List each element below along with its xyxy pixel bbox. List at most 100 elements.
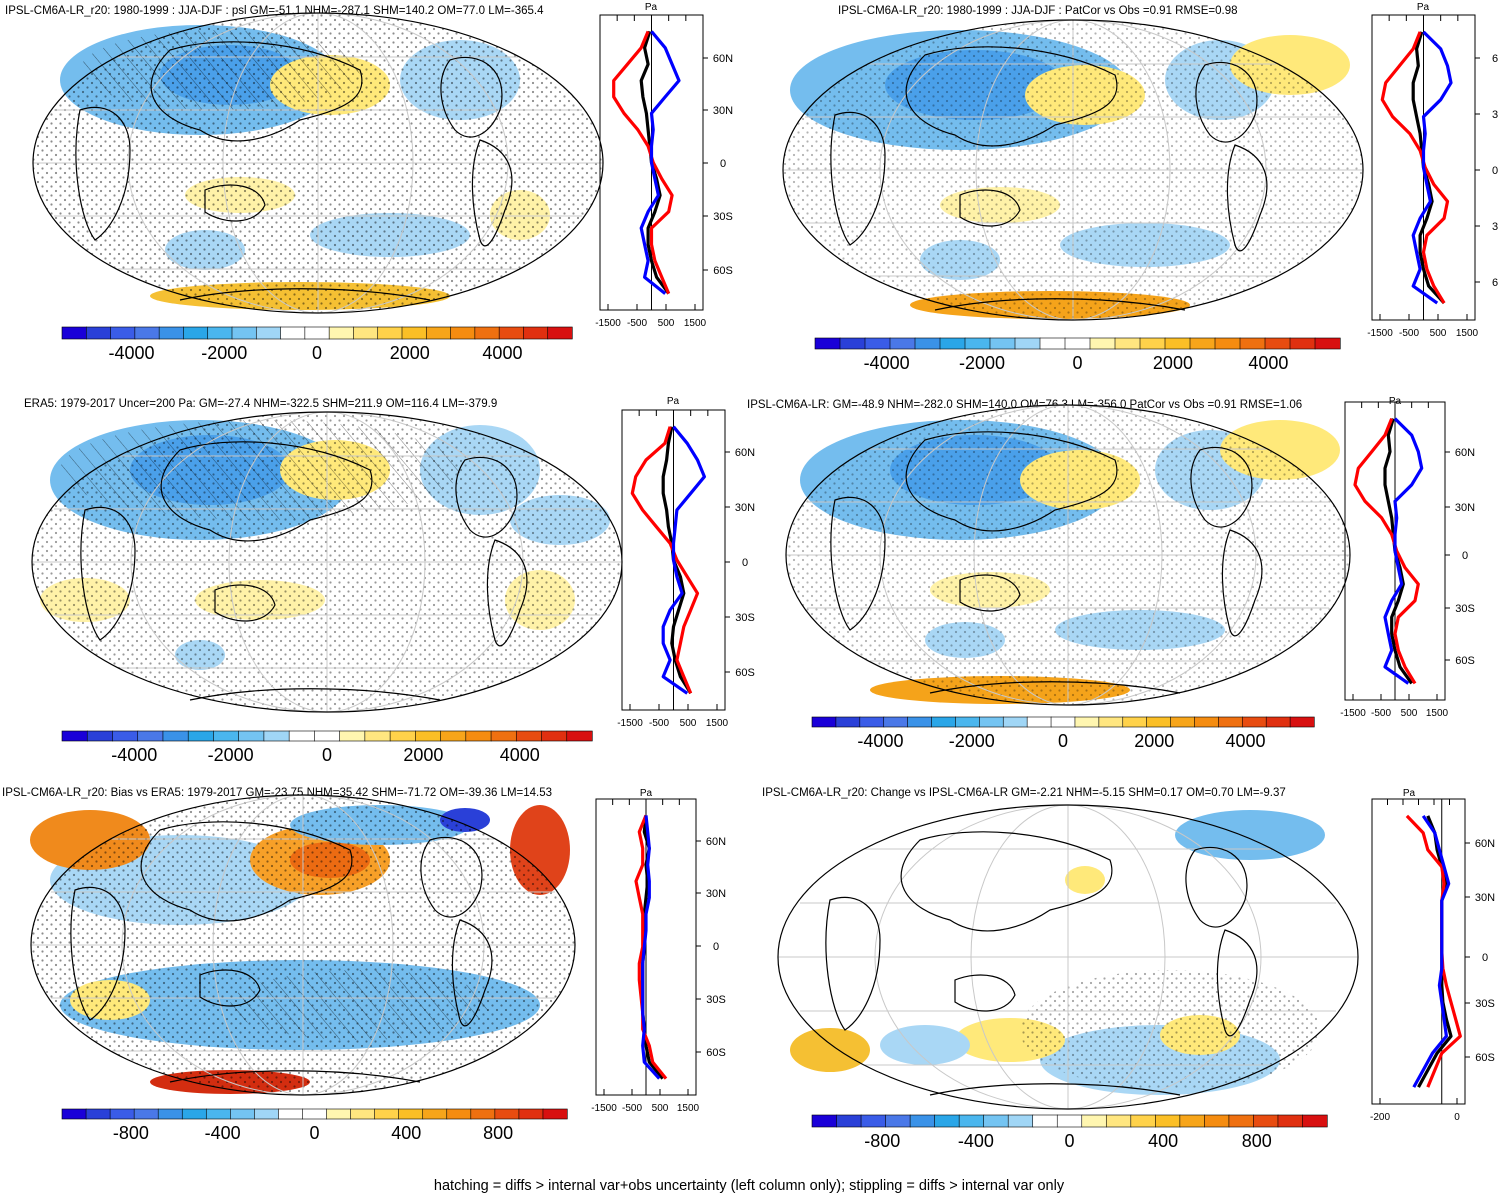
colorbar-swatch — [939, 337, 966, 350]
colorbar-label: 2000 — [390, 343, 430, 363]
colorbar-swatch — [109, 1108, 135, 1120]
colorbar-swatch — [110, 326, 136, 340]
colorbar-swatch — [1264, 337, 1291, 350]
zonal-profile: Pa -1500 -500 500 1500 60N 30N 0 30S 60S — [617, 396, 755, 729]
colorbar-swatch — [547, 326, 573, 340]
map-border — [782, 19, 1364, 321]
colorbar-swatch — [515, 730, 543, 742]
profile-unit-label: Pa — [640, 788, 653, 799]
colorbar-swatch — [446, 1108, 472, 1120]
panel-title: IPSL-CM6A-LR_r20: 1980-1999 : JJA-DJF : … — [5, 5, 544, 17]
colorbar-swatch — [835, 716, 861, 728]
profile-series-red — [634, 814, 668, 1080]
colorbar-label: 4000 — [500, 745, 540, 765]
colorbar-swatch — [85, 326, 112, 340]
profile-xtick-label: -200 — [1370, 1112, 1390, 1123]
anomaly-blob — [790, 1028, 870, 1072]
colorbar-swatch — [415, 730, 442, 742]
colorbar-swatch — [811, 716, 837, 728]
colorbar-swatch — [909, 1114, 936, 1128]
colorbar-swatch — [328, 326, 355, 340]
colorbar-swatch — [61, 326, 87, 340]
profile-ytick-label: 60N — [1455, 447, 1475, 459]
colorbar-swatch — [134, 326, 160, 340]
colorbar-swatch — [1265, 716, 1291, 728]
colorbar-swatch — [979, 716, 1004, 728]
profile-xtick-label: -1500 — [1367, 328, 1393, 339]
colorbar-swatch — [213, 730, 240, 742]
colorbar-swatch — [542, 1108, 568, 1120]
colorbar-label: -2000 — [208, 745, 254, 765]
colorbar-swatch — [263, 730, 290, 742]
colorbar-label: 400 — [391, 1123, 421, 1143]
coastlines — [830, 431, 1263, 694]
colorbar-swatch — [474, 326, 500, 340]
profile-ytick-label: 60N — [713, 53, 733, 65]
colorbar-swatch — [1007, 1114, 1034, 1128]
profile-xtick-label: -500 — [1371, 708, 1391, 719]
map — [777, 804, 1359, 1110]
colorbar-swatch — [1253, 1114, 1279, 1128]
colorbar-swatch — [1114, 337, 1141, 350]
panel-4: IPSL-CM6A-LR_r20: Bias vs ERA5: 1979-201… — [2, 787, 726, 1143]
profile-unit-label: Pa — [1417, 2, 1430, 13]
colorbar-swatch — [1026, 716, 1052, 728]
profile-ytick-label: 30S — [1455, 603, 1475, 615]
profile-xtick-label: 500 — [1430, 328, 1447, 339]
profile-xaxis: -1500 -500 500 1500 — [617, 410, 729, 729]
colorbar-swatch — [931, 716, 957, 728]
colorbar-swatch — [1189, 337, 1216, 350]
colorbar-swatch — [205, 1108, 231, 1120]
colorbar-swatch — [1122, 716, 1148, 728]
colorbar: -4000 -2000 0 2000 4000 — [811, 716, 1315, 751]
profile-series-red — [1353, 417, 1420, 685]
colorbar-swatch — [1074, 716, 1100, 728]
map — [32, 12, 604, 314]
colorbar-label: 0 — [322, 745, 332, 765]
panel-title: ERA5: 1979-2017 Uncer=200 Pa: GM=-27.4 N… — [24, 398, 497, 410]
profile-series-blue — [1383, 417, 1424, 685]
profile-xaxis: -1500 -500 500 1500 — [595, 15, 707, 329]
stipple-overlay — [1020, 970, 1320, 1090]
colorbar-label: -4000 — [109, 343, 155, 363]
colorbar-swatch — [1039, 337, 1066, 350]
profile-ytick-label: 60S — [1455, 655, 1475, 667]
colorbar-swatch — [958, 1114, 985, 1128]
colorbar-label: 800 — [483, 1123, 513, 1143]
colorbar-label: 0 — [309, 1123, 319, 1143]
colorbar-swatch — [1241, 716, 1267, 728]
colorbar-swatch — [1105, 1114, 1132, 1128]
anomaly-blob — [1175, 810, 1325, 860]
colorbar-swatch — [350, 1108, 376, 1120]
colorbar-swatch — [964, 337, 991, 350]
colorbar: -4000 -2000 0 2000 4000 — [61, 326, 573, 363]
colorbar-swatch — [157, 1108, 183, 1120]
colorbar-swatch — [425, 326, 452, 340]
coastlines — [75, 41, 513, 301]
colorbar-label: 0 — [312, 343, 322, 363]
coastlines — [80, 441, 528, 701]
profile-xaxis: -1500 -500 500 1500 — [1367, 15, 1479, 339]
colorbar-swatch — [907, 716, 933, 728]
colorbar-swatch — [440, 730, 467, 742]
map — [31, 411, 623, 713]
colorbar-swatch — [364, 730, 391, 742]
colorbar-swatch — [1014, 337, 1041, 350]
colorbar-swatch — [181, 1108, 207, 1120]
colorbar: -4000 -2000 0 2000 4000 — [61, 730, 593, 765]
colorbar-swatch — [883, 716, 909, 728]
colorbar-swatch — [1130, 1114, 1156, 1128]
colorbar-swatch — [541, 730, 568, 742]
profile-ytick-label: 6 — [1492, 53, 1498, 65]
profile-xtick-label: -1500 — [591, 1103, 617, 1114]
colorbar-swatch — [1194, 716, 1219, 728]
profile-ytick-label: 30N — [713, 105, 733, 117]
profile-yaxis: 6 3 0 3 6 — [1475, 53, 1498, 289]
profile-ytick-label: 0 — [1462, 550, 1468, 562]
colorbar-swatch — [1002, 716, 1028, 728]
profile-ytick-label: 0 — [720, 158, 726, 170]
profile-xaxis: -1500 -500 500 1500 — [1340, 402, 1449, 719]
profile-yaxis: 60N 30N 0 30S 60S — [725, 447, 755, 679]
colorbar-swatch — [1277, 1114, 1304, 1128]
profile-ytick-label: 60N — [1475, 838, 1495, 850]
